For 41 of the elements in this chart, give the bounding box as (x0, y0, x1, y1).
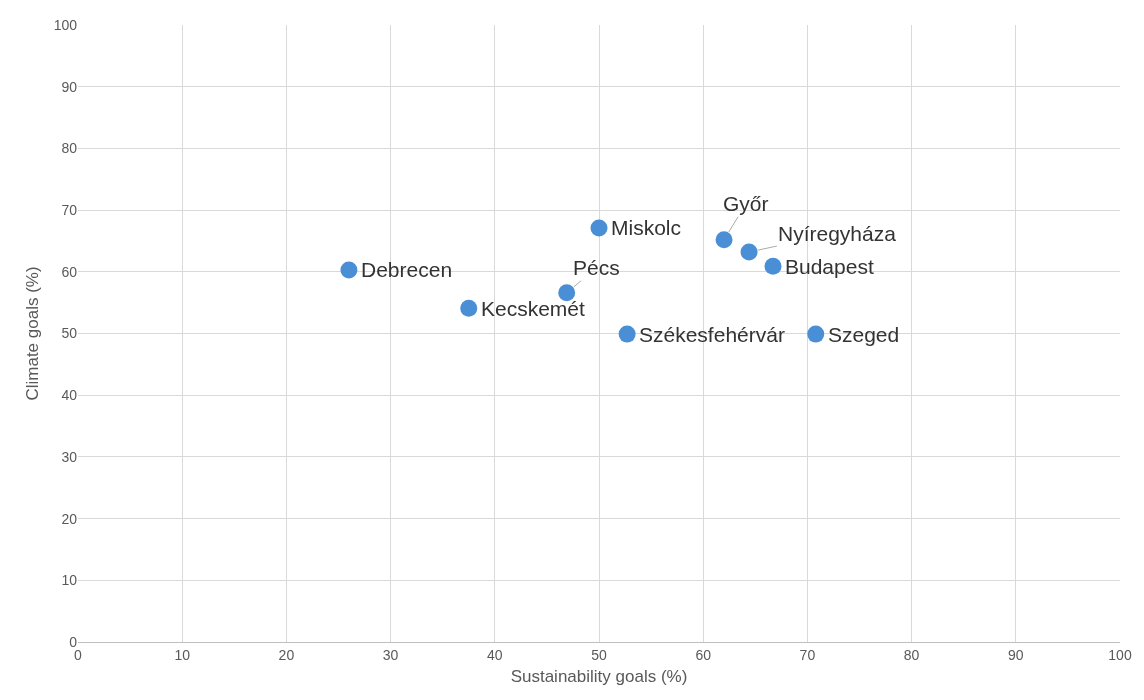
point (618, 325, 636, 343)
x-tick-label: 50 (591, 646, 607, 663)
point (558, 284, 576, 302)
x-tick-label: 30 (382, 646, 399, 663)
x-tick-label: 90 (1008, 646, 1024, 663)
y-tick-label: 30 (61, 448, 78, 465)
annotation: Miskolc (611, 216, 682, 239)
y-tick-label: 80 (61, 140, 78, 157)
annotation: Szeged (828, 323, 900, 346)
point (715, 231, 733, 249)
y-tick-label: 0 (69, 633, 78, 650)
x-tick-label: 10 (174, 646, 191, 663)
point (807, 325, 825, 343)
x-tick-label: 80 (903, 646, 920, 663)
y-tick-label: 10 (61, 572, 78, 589)
x-axis-title: Sustainability goals (%) (510, 667, 688, 687)
point (460, 299, 478, 317)
x-tick-label: 100 (1108, 646, 1132, 663)
y-tick-label: 90 (61, 78, 78, 95)
annotation: Debrecen (361, 258, 453, 281)
y-axis-title: Climate goals (%) (23, 266, 43, 401)
y-tick-label: 20 (61, 510, 78, 527)
y-tick-label: 60 (61, 263, 78, 280)
x-tick-label: 60 (695, 646, 712, 663)
y-tick-label: 70 (61, 202, 78, 218)
annotation: Nyíregyháza (778, 222, 897, 245)
annotation: Székesfehérvár (639, 323, 785, 346)
y-tick-label: 100 (53, 16, 78, 33)
point (764, 257, 782, 275)
x-tick-label: 70 (799, 646, 816, 663)
annotation: Kecskemét (481, 297, 586, 320)
point (340, 261, 358, 279)
point (740, 243, 758, 261)
annotation: Pécs (573, 256, 620, 279)
x-tick-label: 20 (278, 646, 295, 663)
x-tick-label: 40 (487, 646, 503, 663)
annotation: Budapest (785, 255, 874, 278)
point (590, 219, 608, 237)
annotation: Győr (723, 192, 769, 215)
y-tick-label: 40 (61, 387, 78, 404)
y-tick-label: 50 (61, 325, 78, 342)
